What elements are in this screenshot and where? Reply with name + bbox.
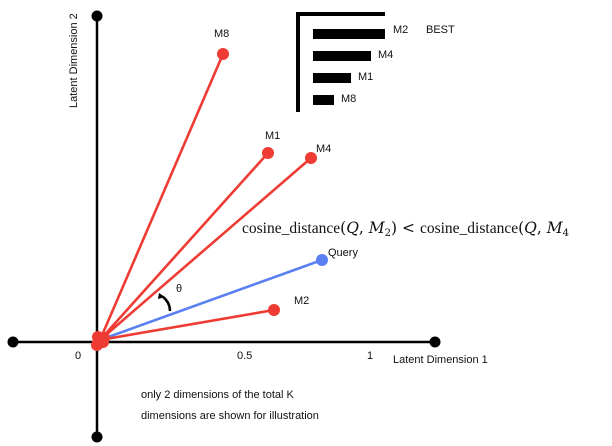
query-point — [316, 254, 328, 266]
m4-vector-line — [99, 157, 312, 341]
m2-vector-line — [99, 308, 275, 342]
ranking-bar-2 — [313, 51, 371, 61]
formula-right-q: Q — [524, 219, 537, 237]
angle-label: θ — [176, 283, 182, 295]
ranking-bar-3 — [313, 73, 351, 83]
angle-arc — [162, 296, 172, 312]
y-axis-label: Latent Dimension 2 — [68, 13, 80, 108]
note-line-1: only 2 dimensions of the total K — [141, 389, 295, 401]
x-tick-0: 0 — [75, 350, 81, 362]
ranking-best-label: BEST — [426, 24, 455, 36]
formula-fn-right: cosine_distance — [420, 220, 518, 237]
formula-right-m: M — [546, 219, 564, 237]
cosine-distance-formula: cosine_distance(Q, M2) < cosine_distance… — [242, 219, 569, 239]
axes — [7, 10, 441, 443]
y-axis-bottom-end — [91, 431, 103, 443]
m2-label: M2 — [294, 295, 309, 307]
ranking-label-4: M8 — [341, 93, 356, 105]
x-axis-right-end — [429, 336, 441, 348]
x-tick-1: 1 — [367, 350, 373, 362]
m8-label: M8 — [214, 28, 229, 40]
query-vector-line — [99, 258, 323, 342]
angle-arrowhead — [158, 293, 165, 299]
angle-marker: θ — [158, 283, 182, 312]
vectors: M8 M1 M4 Query M2 — [91, 28, 358, 351]
x-axis-left-end — [7, 336, 19, 348]
ranking-label-3: M1 — [358, 71, 373, 83]
m1-point — [262, 147, 274, 159]
m8-vector-line — [98, 53, 225, 341]
formula-left-m: M — [368, 219, 386, 237]
m2-point — [268, 304, 280, 316]
m4-point — [305, 152, 317, 164]
ranking-label-2: M4 — [378, 49, 393, 61]
formula-operator: < — [402, 219, 415, 237]
m8-point — [217, 48, 229, 60]
y-axis-top-end — [91, 10, 103, 22]
ranking-panel: M2 M4 M1 M8 BEST — [296, 12, 455, 112]
origin-point-4 — [98, 332, 110, 344]
formula-left-sub: 2 — [385, 228, 391, 239]
ranking-bar-4 — [313, 95, 334, 105]
formula-right-sub: 4 — [563, 228, 569, 239]
m4-label: M4 — [316, 143, 331, 155]
ranking-bar-1 — [313, 29, 385, 39]
note-line-2: dimensions are shown for illustration — [141, 410, 319, 422]
m1-label: M1 — [265, 130, 280, 142]
x-axis-label: Latent Dimension 1 — [393, 354, 488, 366]
ranking-bracket — [296, 12, 385, 112]
formula-fn-left: cosine_distance — [242, 220, 340, 237]
formula-left-q: Q — [346, 219, 359, 237]
m1-vector-line — [99, 152, 269, 341]
ranking-label-1: M2 — [393, 24, 408, 36]
query-label: Query — [328, 247, 358, 259]
x-tick-0-5: 0.5 — [237, 350, 252, 362]
